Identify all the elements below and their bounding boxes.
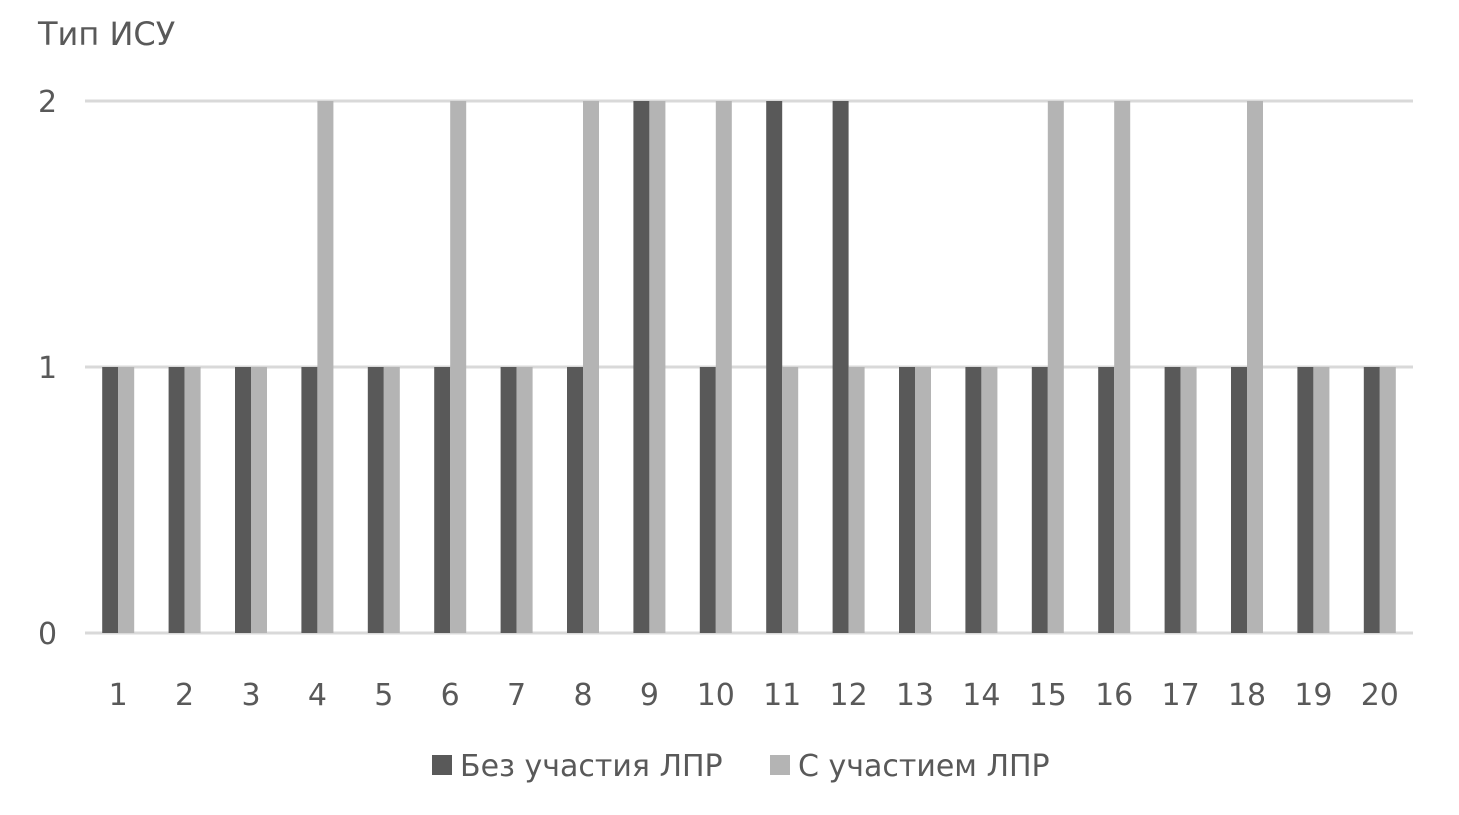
bar-series1-7: [500, 367, 517, 633]
bar-series1-5: [367, 367, 384, 633]
bar-series1-4: [301, 367, 318, 633]
bar-series2-6: [450, 101, 467, 633]
x-tick-label: 3: [241, 678, 260, 713]
x-tick-label: 4: [308, 678, 327, 713]
bar-series2-1: [118, 367, 135, 633]
y-tick-label: 0: [38, 617, 57, 652]
bar-series1-2: [168, 367, 185, 633]
bar-series2-5: [383, 367, 400, 633]
x-tick-label: 12: [830, 678, 868, 713]
legend-swatch-2: [770, 755, 790, 775]
bar-series1-20: [1363, 367, 1380, 633]
x-tick-label: 14: [962, 678, 1000, 713]
bar-series2-14: [981, 367, 998, 633]
legend-label-2: С участием ЛПР: [798, 749, 1050, 784]
x-tick-label: 7: [507, 678, 526, 713]
x-tick-label: 10: [697, 678, 735, 713]
bar-series1-17: [1164, 367, 1181, 633]
x-tick-label: 9: [640, 678, 659, 713]
bar-series1-8: [567, 367, 583, 633]
bar-series1-3: [235, 367, 251, 633]
y-tick-label: 1: [38, 351, 57, 386]
x-tick-label: 16: [1095, 678, 1133, 713]
bar-series1-11: [766, 101, 783, 633]
bar-series2-11: [782, 367, 799, 633]
bar-series2-17: [1180, 367, 1197, 633]
x-tick-label: 20: [1361, 678, 1399, 713]
bar-series2-8: [583, 101, 599, 633]
bar-series1-10: [699, 367, 716, 633]
bar-series2-20: [1379, 367, 1396, 633]
bar-series2-12: [848, 367, 865, 633]
x-tick-label: 5: [374, 678, 393, 713]
bar-series1-19: [1297, 367, 1314, 633]
y-tick-label: 2: [38, 85, 57, 120]
bar-series2-4: [317, 101, 334, 633]
bar-series1-9: [633, 101, 650, 633]
bar-series1-14: [965, 367, 982, 633]
bar-series2-15: [1047, 101, 1064, 633]
bar-series1-6: [434, 367, 451, 633]
x-tick-label: 13: [896, 678, 934, 713]
bar-series1-12: [832, 101, 849, 633]
x-tick-label: 18: [1228, 678, 1266, 713]
x-tick-label: 2: [175, 678, 194, 713]
legend-swatch-1: [432, 755, 452, 775]
x-tick-label: 1: [109, 678, 128, 713]
bar-series1-15: [1031, 367, 1048, 633]
legend-label-1: Без участия ЛПР: [460, 749, 723, 784]
bar-series2-2: [184, 367, 201, 633]
bar-series1-13: [899, 367, 915, 633]
bar-series2-10: [715, 101, 732, 633]
x-tick-label: 19: [1294, 678, 1332, 713]
bar-series2-9: [649, 101, 666, 633]
y-axis-label: Тип ИСУ: [37, 15, 175, 53]
bar-series2-13: [915, 367, 931, 633]
bar-series2-18: [1247, 101, 1263, 633]
bar-series2-19: [1313, 367, 1330, 633]
bar-series2-7: [516, 367, 533, 633]
x-tick-label: 11: [763, 678, 801, 713]
bar-series1-16: [1098, 367, 1115, 633]
x-tick-label: 17: [1162, 678, 1200, 713]
x-tick-label: 6: [441, 678, 460, 713]
x-tick-label: 15: [1029, 678, 1067, 713]
bar-series2-16: [1114, 101, 1131, 633]
bar-series1-18: [1231, 367, 1247, 633]
x-tick-label: 8: [573, 678, 592, 713]
bar-series1-1: [102, 367, 119, 633]
bar-series2-3: [251, 367, 267, 633]
legend: Без участия ЛПР С участием ЛПР: [432, 749, 1050, 784]
